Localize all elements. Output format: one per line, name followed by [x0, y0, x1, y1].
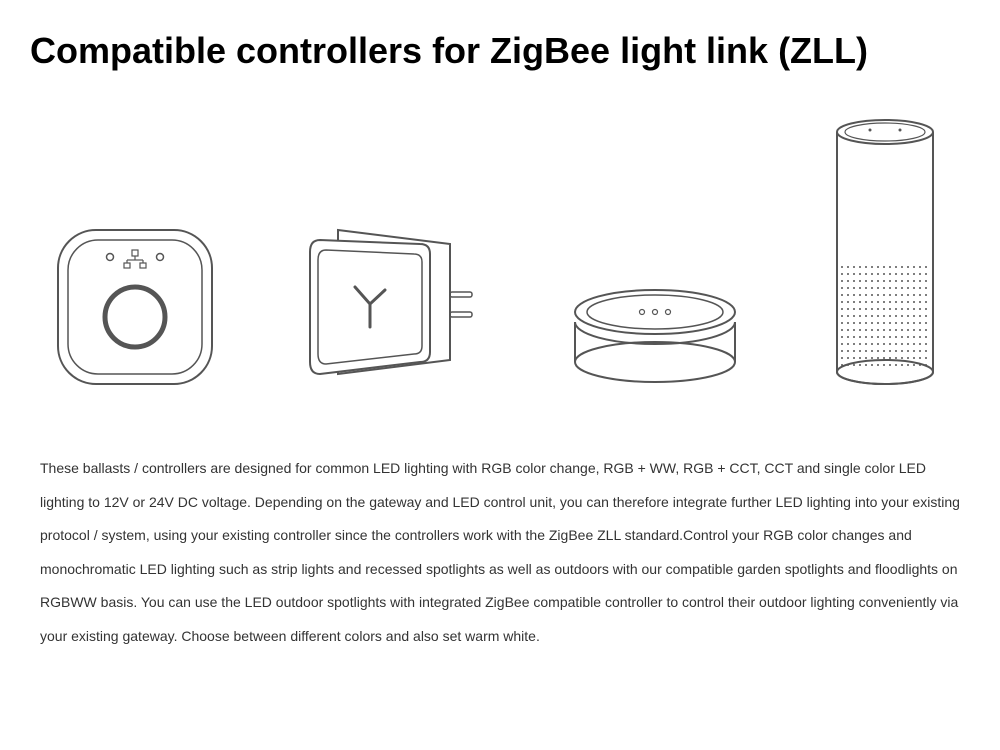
device-hue-bridge [50, 222, 220, 392]
description-text: These ballasts / controllers are designe… [30, 452, 970, 654]
echo-speaker-icon [820, 112, 950, 392]
device-round-hub [560, 262, 750, 392]
page-title: Compatible controllers for ZigBee light … [30, 30, 970, 72]
smart-plug-icon [290, 212, 490, 392]
round-hub-icon [560, 262, 750, 392]
device-smart-plug [290, 212, 490, 392]
device-row [30, 112, 970, 392]
device-echo-speaker [820, 112, 950, 392]
hue-bridge-icon [50, 222, 220, 392]
